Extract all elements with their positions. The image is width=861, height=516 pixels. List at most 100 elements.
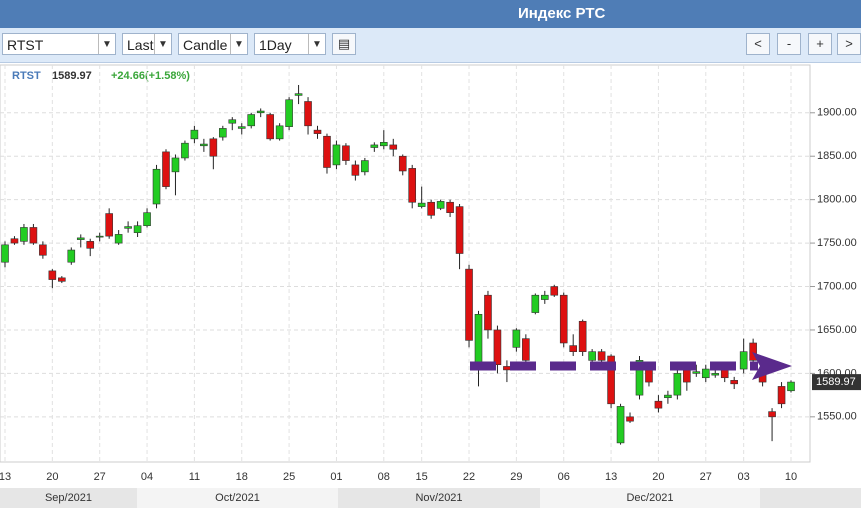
candle-body [711, 373, 720, 376]
candle-body [616, 406, 625, 444]
candle-body [342, 145, 350, 161]
month-label: Dec/2021 [626, 492, 673, 504]
x-tick-label: 08 [378, 471, 390, 483]
candle-body [389, 144, 398, 150]
candle-body [209, 138, 218, 157]
y-tick-label: 1650.00 [817, 324, 857, 336]
candle-body [256, 110, 265, 114]
candle-body [370, 144, 379, 148]
month-band [760, 488, 861, 508]
caret: ▼ [308, 34, 325, 54]
x-tick-label: 27 [700, 471, 712, 483]
candle-body [730, 380, 738, 385]
x-tick-label: 13 [605, 471, 617, 483]
candle-body [294, 93, 303, 96]
candle-body [313, 129, 322, 134]
x-tick-label: 27 [94, 471, 106, 483]
month-band [137, 488, 338, 508]
candle-body [351, 164, 360, 176]
last-price-label: 1589.97 [816, 376, 856, 388]
x-tick-label: 03 [738, 471, 750, 483]
nav-button[interactable]: > [837, 33, 861, 55]
interval-select[interactable]: 1Day ▼ [254, 33, 326, 55]
settings-button[interactable]: ▤ [332, 33, 356, 55]
x-tick-label: 04 [141, 471, 153, 483]
nav-button[interactable]: - [777, 33, 801, 55]
symbol-select[interactable]: RTST ▼ [2, 33, 116, 55]
candle-body [503, 366, 511, 371]
x-tick-label: 18 [236, 471, 248, 483]
plot-area [0, 64, 811, 463]
x-tick-label: 20 [46, 471, 58, 483]
candle-body [105, 213, 113, 237]
field-text: Last [127, 37, 154, 53]
candle-body [408, 168, 417, 203]
candle-body [114, 234, 123, 244]
month-band [0, 488, 137, 508]
candle-body [228, 119, 237, 124]
candle-body [427, 201, 435, 216]
y-tick-label: 1800.00 [817, 194, 857, 206]
month-band [540, 488, 760, 508]
y-tick-label: 1850.00 [817, 150, 857, 162]
candle-body [361, 160, 369, 173]
candle-body [48, 270, 57, 280]
field-select[interactable]: Last ▼ [122, 33, 172, 55]
style-select[interactable]: Candle ▼ [178, 33, 248, 55]
x-tick-label: 06 [558, 471, 570, 483]
candle-body [607, 355, 615, 405]
caret: ▼ [230, 34, 247, 54]
x-tick-label: 29 [510, 471, 522, 483]
y-tick-label: 1550.00 [817, 411, 857, 423]
candle-body [86, 241, 95, 249]
candle-body [768, 411, 776, 418]
title: Индекс РТС [518, 5, 606, 22]
x-tick-label: 20 [652, 471, 664, 483]
candle-body [455, 206, 464, 254]
toolbar: RTST ▼ Last ▼ Candle ▼ 1Day ▼ ▤ < - + > [0, 28, 861, 63]
candle-body [76, 237, 85, 240]
candle-body [654, 400, 663, 409]
candle-body [95, 235, 104, 238]
month-label: Sep/2021 [45, 492, 92, 504]
last-price-tag [812, 374, 861, 391]
y-tick-label: 1700.00 [817, 280, 857, 292]
candle-body [569, 345, 578, 352]
symbol-text: RTST [7, 37, 44, 53]
candle-body [645, 368, 653, 383]
candle-body [266, 114, 274, 140]
candle-body [67, 249, 76, 263]
caret: ▼ [98, 34, 115, 54]
candle-body [550, 286, 559, 296]
style-text: Candle [183, 37, 228, 53]
candle-body [29, 227, 38, 244]
candle-body [692, 371, 701, 374]
x-tick-label: 01 [330, 471, 342, 483]
x-tick-label: 11 [189, 471, 200, 483]
y-tick-label: 1900.00 [817, 107, 857, 119]
candle-body [417, 202, 426, 207]
candle-body [124, 226, 132, 229]
nav-button[interactable]: + [808, 33, 832, 55]
candle-body [171, 157, 180, 173]
month-band [338, 488, 540, 508]
x-tick-label: 25 [283, 471, 295, 483]
candle-body [559, 294, 568, 344]
nav-button[interactable]: < [746, 33, 770, 55]
candle-body [332, 144, 341, 166]
candle-body [512, 329, 521, 348]
candle-body [20, 227, 28, 242]
candle-body [588, 351, 596, 361]
x-tick-label: 22 [463, 471, 475, 483]
candle-body [635, 360, 644, 396]
candle-body [578, 320, 587, 352]
candle-body [540, 294, 549, 300]
candle-body [181, 142, 189, 159]
candle-body [200, 143, 208, 147]
candle-body [493, 329, 502, 366]
month-label: Oct/2021 [215, 492, 260, 504]
candle-body [162, 151, 170, 187]
candle-body [446, 201, 454, 213]
month-label: Nov/2021 [415, 492, 462, 504]
